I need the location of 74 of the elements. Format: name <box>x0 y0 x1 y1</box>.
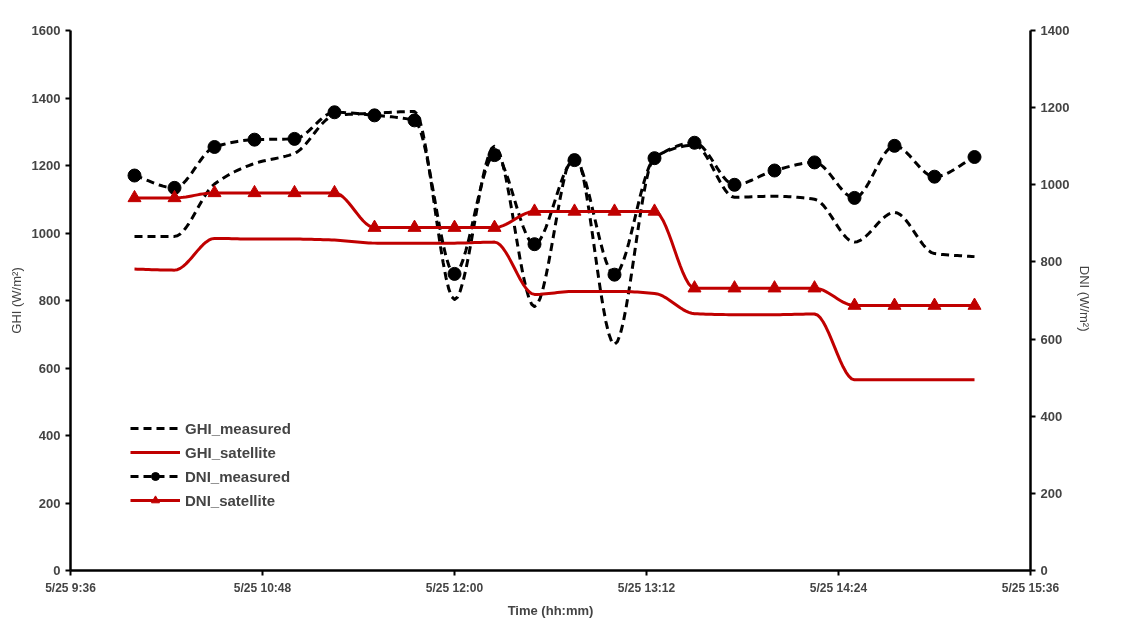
y2-axis-title: DNI (W/m²) <box>1077 265 1093 332</box>
y2-tick-label: 800 <box>1040 254 1063 270</box>
point <box>367 219 382 232</box>
point <box>687 135 702 150</box>
point <box>207 140 222 154</box>
point <box>767 163 782 178</box>
x-tick-label: 5/25 12:00 <box>425 580 484 595</box>
point <box>327 184 342 198</box>
point <box>767 280 782 293</box>
y-axis-title: GHI (W/m²) <box>8 267 24 334</box>
y-tick-label: 800 <box>38 293 61 308</box>
y-tick-label: 0 <box>53 563 61 578</box>
y2-tick-label: 200 <box>1040 485 1063 501</box>
point <box>167 180 182 195</box>
point <box>487 219 502 232</box>
y2-tick-label: 600 <box>1040 331 1063 347</box>
x-axis-title: Time (hh:mm) <box>507 602 594 618</box>
y2-tick-label: 400 <box>1040 408 1063 424</box>
y-tick-label: 400 <box>38 428 61 443</box>
point <box>967 297 982 310</box>
point <box>647 203 662 216</box>
point <box>127 168 142 183</box>
point <box>727 177 742 192</box>
point <box>447 266 462 281</box>
point <box>687 280 702 293</box>
point <box>567 203 582 216</box>
point <box>447 219 462 232</box>
point <box>647 151 662 166</box>
y-tick-label: 200 <box>38 495 61 511</box>
x-tick-label: 5/25 14:24 <box>809 580 868 595</box>
x-tick-label: 5/25 9:36 <box>45 580 97 595</box>
point <box>247 132 262 147</box>
y-tick-label: 1000 <box>31 225 61 241</box>
y2-tick-label: 0 <box>1040 563 1048 578</box>
point <box>327 105 342 120</box>
point <box>527 237 542 252</box>
point <box>567 153 582 168</box>
point <box>847 190 862 205</box>
point <box>487 148 502 163</box>
y2-tick-label: 1400 <box>1040 23 1070 38</box>
point <box>727 280 742 293</box>
point <box>607 267 622 282</box>
point <box>807 280 822 293</box>
point <box>127 189 142 203</box>
y2-tick-label: 1000 <box>1040 177 1070 193</box>
point <box>527 203 542 216</box>
point <box>367 108 382 123</box>
point <box>927 169 942 184</box>
y-tick-label: 1200 <box>31 158 61 173</box>
point <box>607 203 622 216</box>
point <box>847 297 862 310</box>
point <box>207 184 222 198</box>
point <box>927 297 942 310</box>
y-tick-label: 1400 <box>31 90 61 106</box>
x-tick-label: 5/25 13:12 <box>617 580 676 595</box>
point <box>967 150 982 164</box>
point <box>407 113 422 128</box>
point <box>887 297 902 310</box>
point <box>287 184 302 198</box>
point <box>167 189 182 203</box>
legend-label: GHI_measured <box>185 419 291 437</box>
y-tick-label: 600 <box>38 360 61 376</box>
point <box>407 219 422 232</box>
point <box>887 138 902 153</box>
legend-label: DNI_satellite <box>185 491 276 509</box>
x-tick-label: 5/25 10:48 <box>233 580 292 595</box>
point <box>247 184 262 198</box>
y2-tick-label: 1200 <box>1040 100 1070 116</box>
y-tick-label: 1600 <box>31 23 61 38</box>
point <box>807 155 822 170</box>
point <box>287 131 302 146</box>
x-tick-label: 5/25 15:36 <box>1001 580 1060 595</box>
legend-label: DNI_measured <box>185 467 291 485</box>
legend-label: GHI_satellite <box>185 443 276 461</box>
